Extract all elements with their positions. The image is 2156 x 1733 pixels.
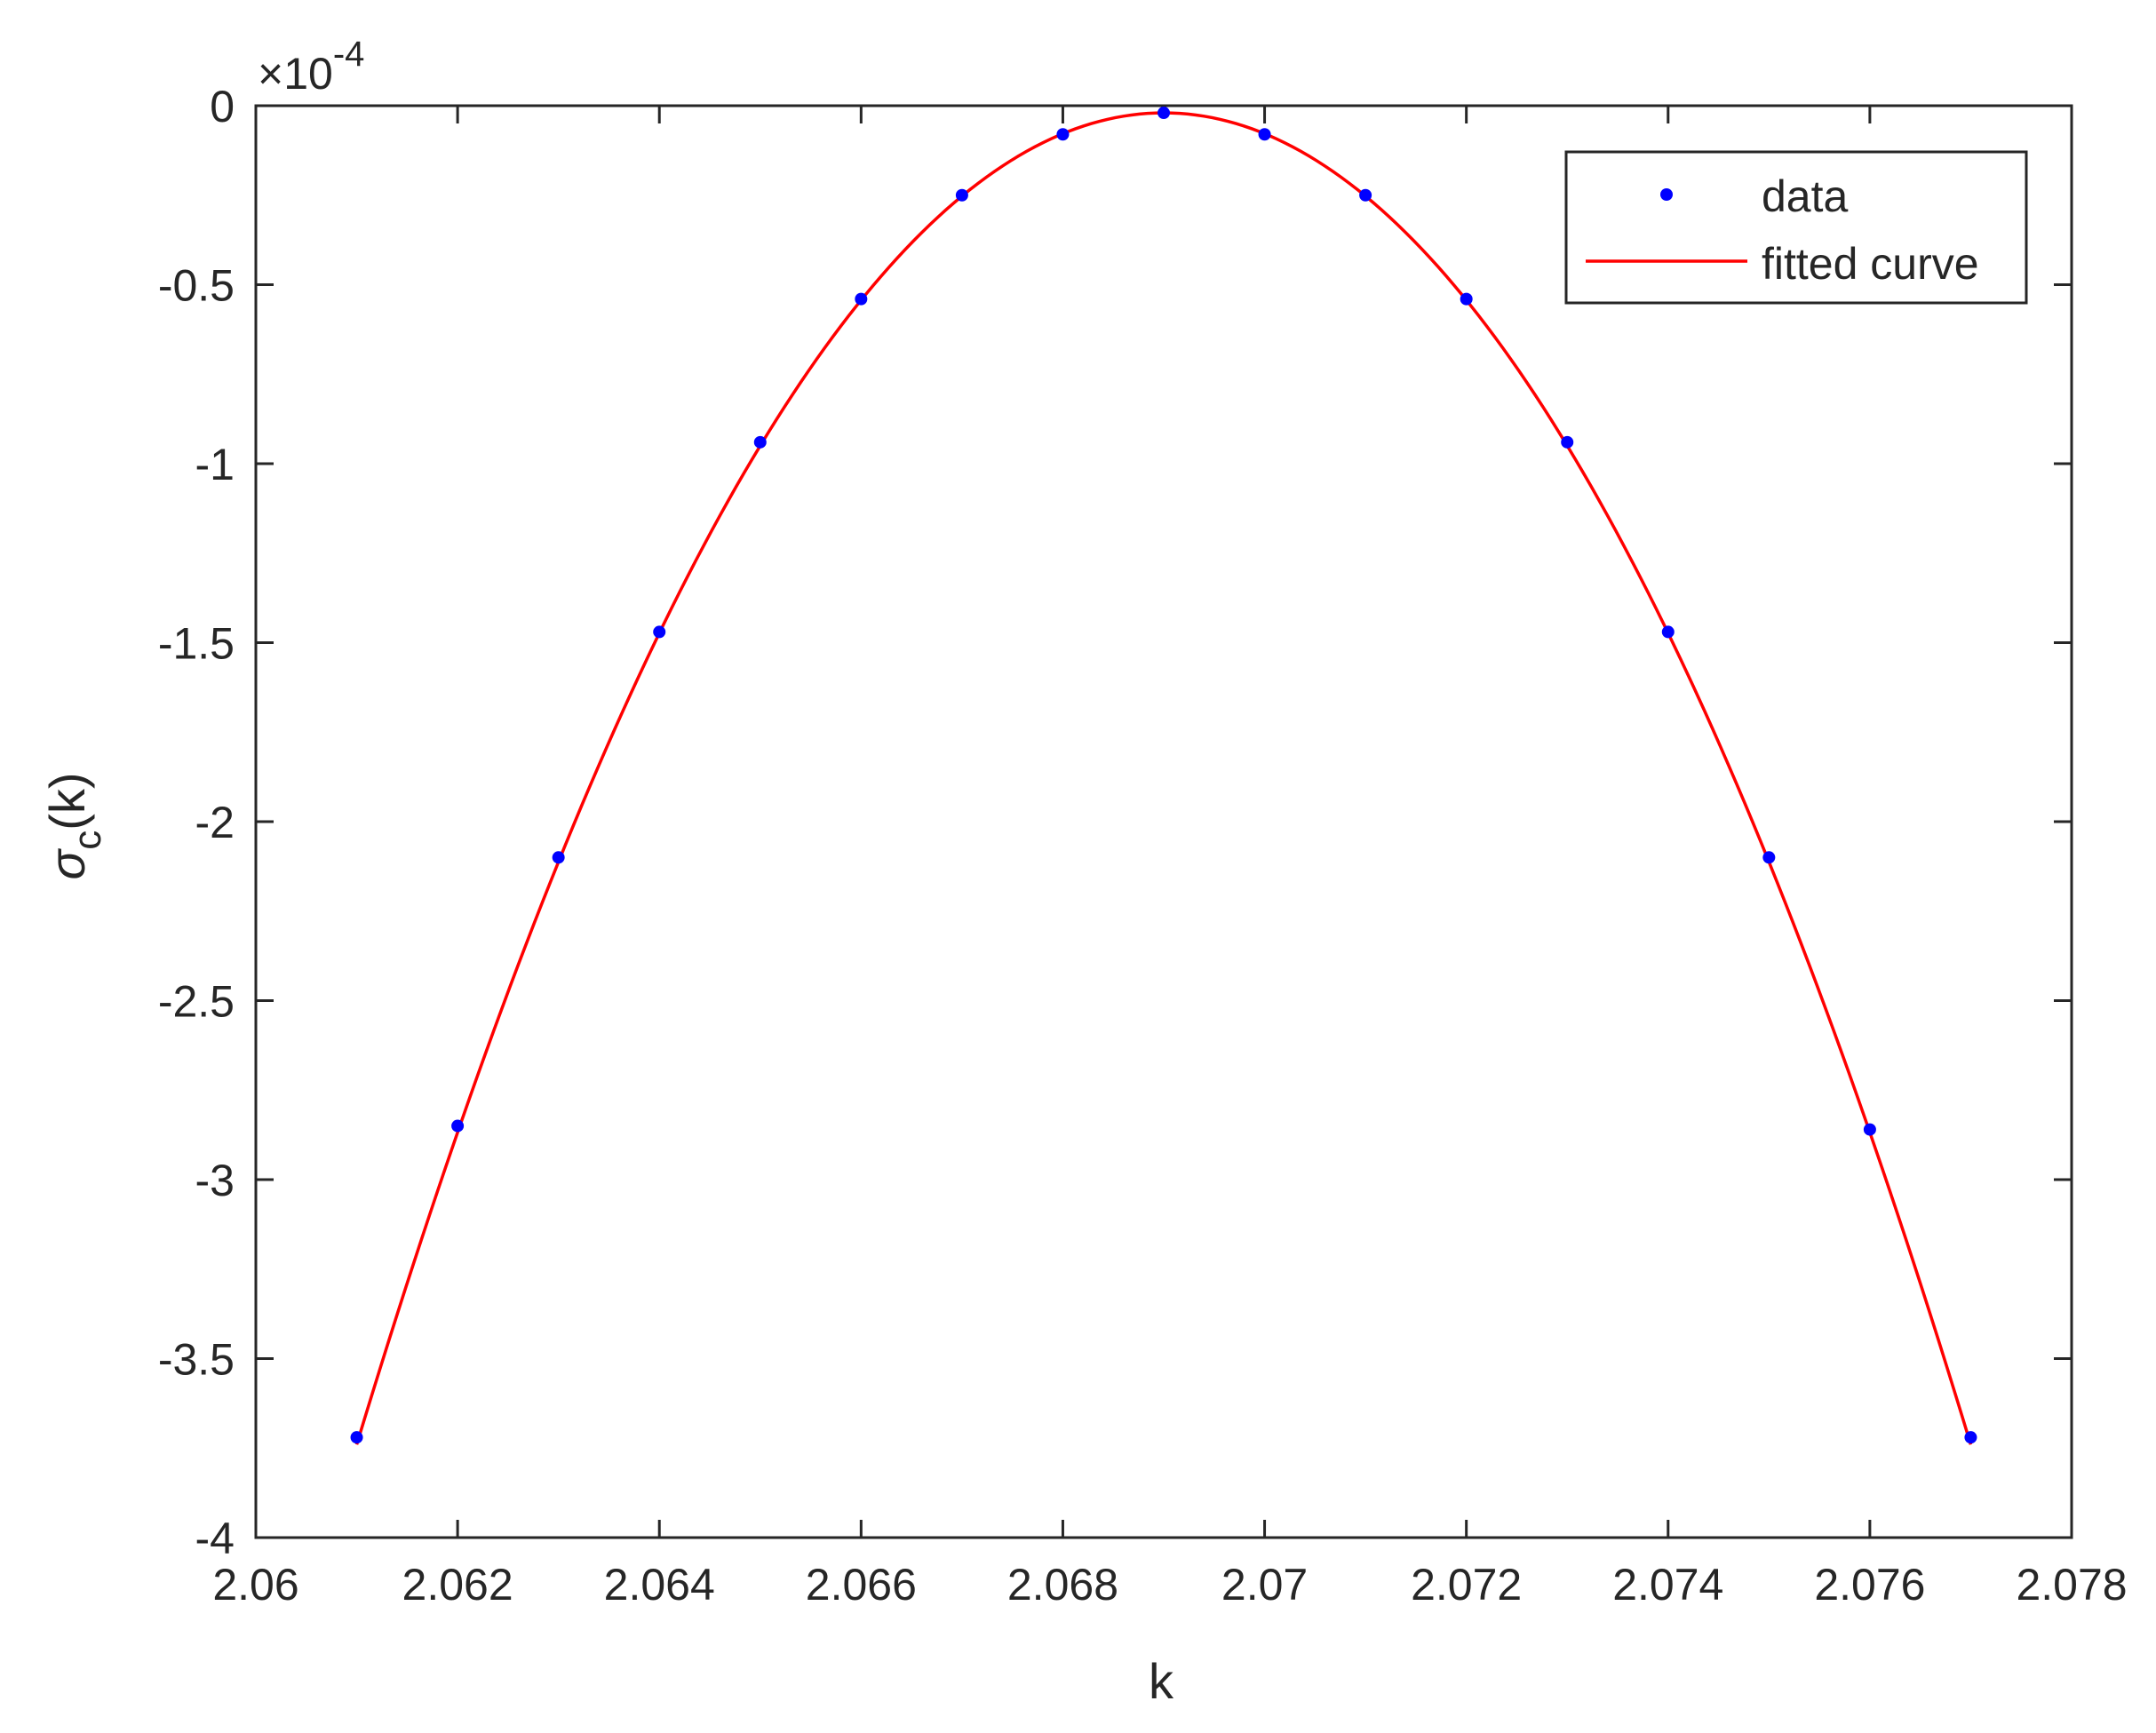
y-tick-label: -1.5 [158, 619, 235, 669]
legend-fit-label: fitted curve [1762, 239, 1979, 289]
x-tick-labels: 2.06 2.062 2.064 2.066 2.068 2.07 2.072 2.074 2.… [212, 1560, 2127, 1610]
x-axis-title: k [1149, 1653, 1174, 1709]
x-tick-label: 2.064 [604, 1560, 715, 1610]
y-tick-labels: 0 -0.5 -1 -1.5 -2 -2.5 -3 -3.5 -4 [158, 82, 235, 1563]
y-tick-label: -2 [195, 798, 235, 847]
data-point [1056, 128, 1070, 141]
data-point [1762, 851, 1776, 864]
legend-box [1564, 150, 2028, 305]
y-exponent-label: ×10-4 [258, 35, 364, 99]
x-tick-label: 2.066 [806, 1560, 917, 1610]
y-tick-label: -3 [195, 1156, 235, 1205]
y-exponent-power: -4 [333, 35, 365, 74]
legend-data-label: data [1762, 171, 1849, 221]
data-point [1258, 128, 1271, 141]
plot-area [254, 104, 2073, 1539]
x-tick-label: 2.062 [402, 1560, 513, 1610]
y-axis-title: σc(k) [39, 772, 109, 879]
data-point [855, 292, 868, 306]
y-axis-title-main: σ [39, 848, 95, 880]
y-axis-title-rest: (k) [39, 772, 95, 830]
y-tick-label: -2.5 [158, 977, 235, 1027]
axis-ticks [254, 104, 2073, 1539]
y-tick-label: -3.5 [158, 1335, 235, 1385]
x-tick-label: 2.074 [1612, 1560, 1723, 1610]
y-axis-title-sub: c [66, 831, 109, 850]
x-tick-label: 2.06 [212, 1560, 298, 1610]
x-tick-label: 2.078 [2016, 1560, 2127, 1610]
data-point [350, 1431, 363, 1444]
data-point [552, 851, 565, 864]
legend: data fitted curve [1564, 150, 2028, 305]
data-point [1460, 292, 1473, 306]
data-point [1158, 107, 1170, 120]
y-tick-label: -0.5 [158, 261, 235, 311]
y-tick-label: -1 [195, 440, 235, 489]
data-point [955, 188, 968, 202]
x-tick-label: 2.07 [1221, 1560, 1308, 1610]
legend-data-marker [1660, 188, 1673, 201]
y-exponent-base: ×10 [258, 49, 333, 99]
data-markers [350, 107, 1977, 1444]
data-point [1359, 188, 1372, 202]
data-point [1561, 435, 1574, 449]
x-tick-label: 2.076 [1814, 1560, 1925, 1610]
data-point [1661, 625, 1675, 639]
x-tick-label: 2.072 [1411, 1560, 1522, 1610]
data-point [653, 625, 666, 639]
y-tick-label: 0 [210, 82, 235, 131]
y-tick-label: -4 [195, 1514, 235, 1563]
data-point [1964, 1431, 1977, 1444]
data-point [1863, 1123, 1876, 1136]
x-tick-label: 2.068 [1007, 1560, 1118, 1610]
data-point [451, 1119, 465, 1133]
data-point [753, 435, 767, 449]
